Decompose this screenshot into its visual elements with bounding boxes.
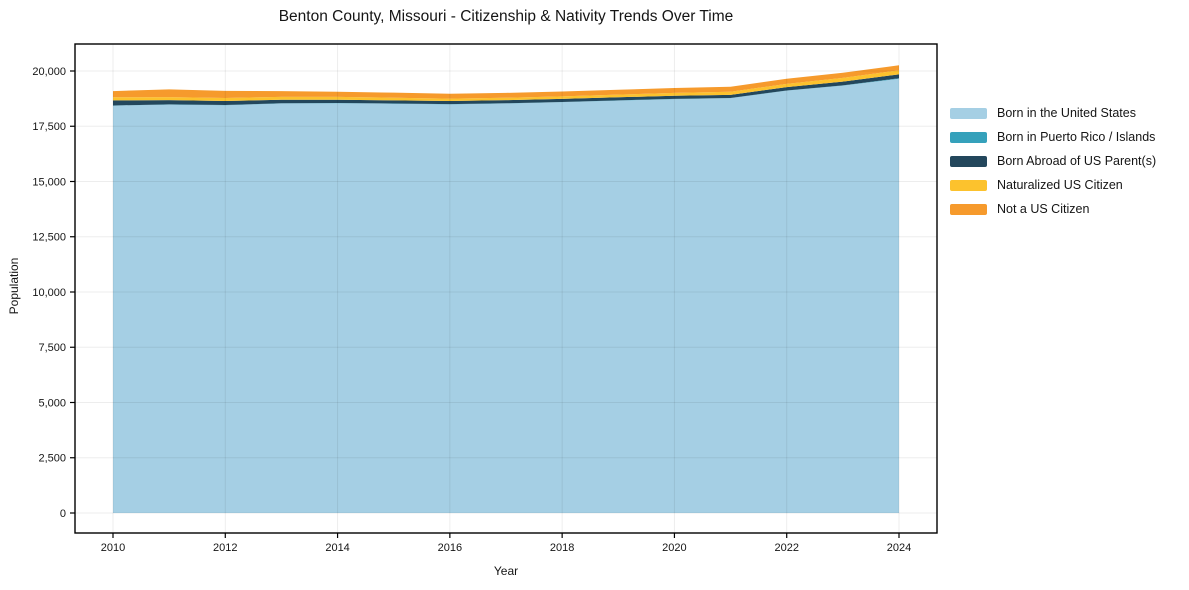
legend-item-2: Born Abroad of US Parent(s)	[950, 149, 1156, 173]
chart-title: Benton County, Missouri - Citizenship & …	[278, 8, 734, 25]
y-tick-label: 7,500	[38, 342, 66, 354]
legend-swatch	[950, 155, 987, 167]
legend-label: Born Abroad of US Parent(s)	[997, 154, 1157, 168]
legend-label: Naturalized US Citizen	[997, 178, 1123, 192]
legend-item-3: Naturalized US Citizen	[950, 173, 1156, 197]
x-tick-label: 2012	[213, 542, 237, 554]
legend-swatch	[950, 203, 987, 215]
x-tick-label: 2016	[438, 542, 462, 554]
x-tick-label: 2020	[662, 542, 686, 554]
legend-item-0: Born in the United States	[950, 101, 1156, 125]
legend-swatch	[950, 131, 987, 143]
tick-marks	[70, 70, 900, 538]
legend-item-1: Born in Puerto Rico / Islands	[950, 125, 1156, 149]
gridlines	[75, 44, 937, 533]
chart-legend: Born in the United States Born in Puerto …	[950, 101, 1156, 221]
area-series-2	[113, 74, 899, 106]
legend-item-4: Not a US Citizen	[950, 197, 1156, 221]
y-tick-label: 20,000	[32, 66, 66, 78]
plot-frame	[74, 43, 938, 534]
area-series-3	[113, 70, 899, 102]
x-tick-label: 2024	[887, 542, 911, 554]
x-axis-label: Year	[493, 564, 519, 578]
y-tick-label: 2,500	[38, 453, 66, 465]
legend-swatch	[950, 107, 987, 119]
y-tick-label: 5,000	[38, 397, 66, 409]
x-tick-label: 2014	[325, 542, 349, 554]
x-tick-label: 2022	[774, 542, 798, 554]
y-axis-label: Population	[7, 257, 21, 315]
legend-label: Born in Puerto Rico / Islands	[997, 130, 1156, 144]
tick-labels: 2010 2012 2014 2016 2018 2020 2022 2024 0 2,500 5,…	[32, 66, 911, 554]
area-series-4	[113, 65, 899, 99]
y-tick-label: 15,000	[32, 176, 66, 188]
legend-label: Born in the United States	[997, 106, 1136, 120]
y-tick-label: 0	[60, 508, 66, 520]
legend-label: Not a US Citizen	[997, 202, 1090, 216]
area-series-0	[113, 78, 899, 514]
y-tick-label: 12,500	[32, 232, 66, 244]
legend-swatch	[950, 179, 987, 191]
y-tick-label: 10,000	[32, 287, 66, 299]
area-series-group	[113, 65, 899, 514]
y-tick-label: 17,500	[32, 121, 66, 133]
x-tick-label: 2018	[550, 542, 574, 554]
x-tick-label: 2010	[101, 542, 125, 554]
